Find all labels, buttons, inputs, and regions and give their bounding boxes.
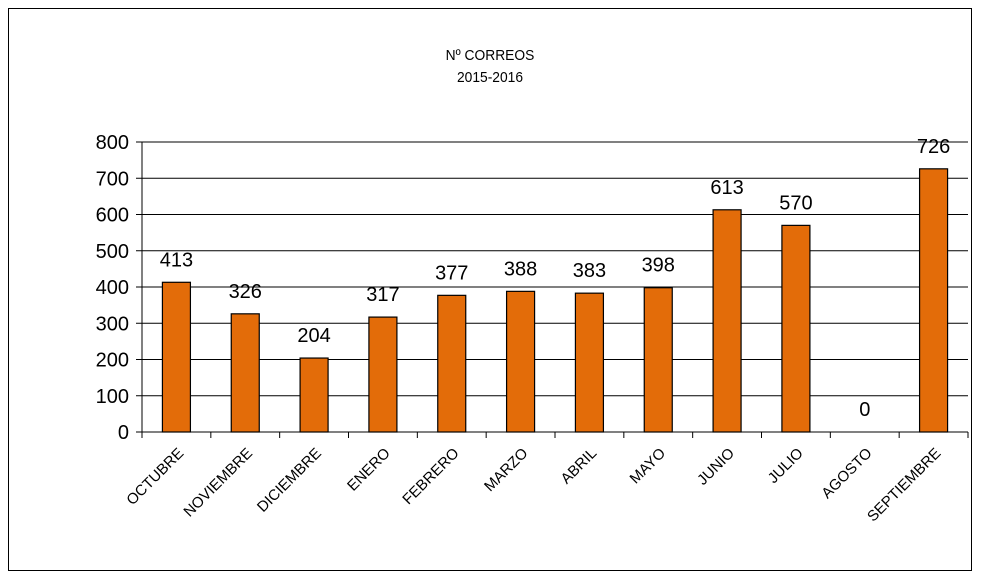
y-tick-label: 700 (96, 168, 129, 190)
y-tick-label: 500 (96, 241, 129, 263)
x-category-label: JUNIO (694, 445, 738, 489)
data-label: 204 (297, 325, 330, 347)
x-category-label: NOVIEMBRE (180, 445, 256, 521)
bar (574, 292, 605, 433)
chart-title: Nº CORREOS (445, 47, 535, 64)
data-label: 613 (710, 177, 743, 199)
bar (161, 281, 192, 433)
bar (781, 224, 811, 433)
data-label: 0 (859, 399, 870, 421)
bar (712, 209, 742, 433)
x-category-label: JULIO (765, 445, 807, 487)
bar (918, 168, 949, 433)
x-category-label: OCTUBRE (123, 445, 187, 509)
x-category-label: FEBRERO (399, 445, 462, 508)
bar (437, 294, 467, 433)
data-label: 388 (504, 258, 537, 280)
x-category-label: MARZO (481, 445, 531, 495)
bar (505, 290, 536, 433)
y-tick-label: 800 (96, 132, 129, 154)
x-category-label: DICIEMBRE (254, 445, 325, 516)
data-label: 317 (366, 284, 399, 306)
x-category-label: SEPTIEMBRE (864, 445, 944, 525)
data-label: 326 (229, 281, 262, 303)
chart-title-block: Nº CORREOS 2015-2016 (9, 45, 971, 89)
bar (299, 357, 329, 433)
x-category-label: MAYO (627, 445, 669, 487)
y-tick-label: 600 (96, 205, 129, 227)
y-tick-label: 400 (96, 277, 129, 299)
chart-subtitle: 2015-2016 (456, 69, 523, 86)
bar (368, 316, 398, 433)
y-tick-label: 300 (96, 313, 129, 335)
y-tick-label: 0 (118, 422, 129, 444)
x-category-label: ENERO (344, 445, 394, 495)
bar (643, 287, 673, 433)
data-label: 570 (779, 192, 812, 214)
bar (230, 313, 260, 433)
y-tick-label: 200 (96, 350, 129, 372)
data-label: 413 (160, 249, 193, 271)
data-label: 398 (642, 255, 675, 277)
x-category-label: ABRIL (558, 445, 601, 488)
x-category-label: AGOSTO (818, 445, 875, 502)
data-label: 383 (573, 260, 606, 282)
y-tick-label: 100 (96, 386, 129, 408)
data-label: 726 (917, 136, 950, 158)
data-label: 377 (435, 262, 468, 284)
